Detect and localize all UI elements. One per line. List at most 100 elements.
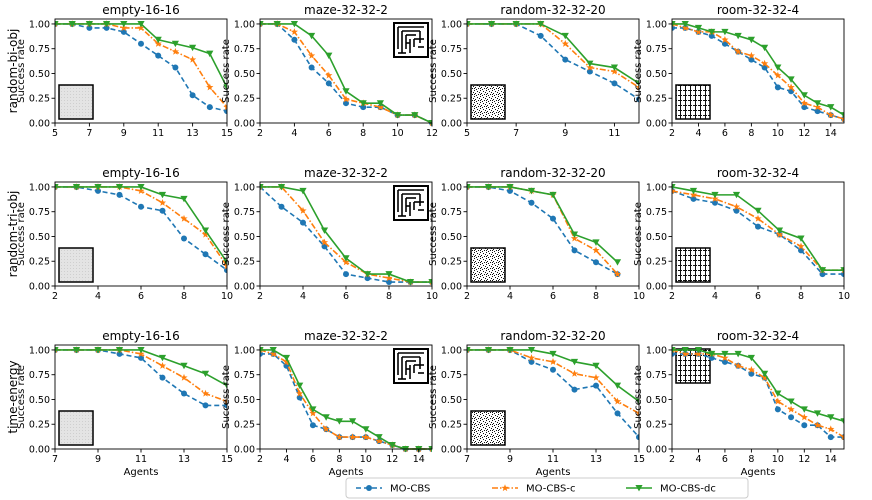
x-tick-label: 7 (513, 128, 519, 139)
x-tick-label: 6 (138, 291, 144, 302)
data-point (172, 64, 179, 71)
data-point (570, 234, 579, 242)
x-tick-label: 13 (187, 128, 199, 139)
data-point (55, 183, 59, 191)
data-point (549, 358, 557, 365)
data-point (787, 398, 795, 405)
data-point (827, 425, 835, 433)
x-tick-label: 6 (310, 454, 316, 465)
data-point (798, 247, 804, 254)
data-point (527, 187, 536, 195)
y-tick-label: 0.75 (29, 207, 50, 218)
data-point (570, 369, 579, 377)
x-tick-label: 6 (722, 454, 728, 465)
data-point (537, 20, 545, 28)
series-line-mo-cbs-c (672, 23, 844, 120)
data-point (694, 24, 703, 32)
subplot-title: maze-32-32-2 (304, 329, 388, 343)
y-tick-label: 1.00 (234, 182, 255, 193)
data-point (138, 203, 144, 210)
data-point (181, 235, 187, 242)
subplot: 2 4 6 8 100.000.250.500.751.00room-32-32-4Su… (633, 166, 850, 302)
data-point (300, 219, 306, 226)
data-point (291, 36, 298, 43)
legend-label: MO-CBS-c (526, 484, 576, 495)
x-tick-label: 10 (633, 291, 645, 302)
x-tick-label: 11 (547, 454, 559, 465)
data-point (635, 83, 639, 91)
x-axis-label: Agents (536, 467, 571, 478)
x-tick-label: 6 (343, 291, 349, 302)
data-point (171, 40, 179, 48)
y-tick-label: 0.00 (29, 281, 50, 292)
y-tick-label: 0.00 (29, 444, 50, 455)
x-tick-label: 4 (507, 291, 513, 302)
data-point (202, 251, 209, 258)
x-tick-label: 10 (426, 291, 438, 302)
data-point (774, 390, 782, 397)
y-tick-label: 1.00 (646, 345, 667, 356)
data-point (296, 382, 304, 390)
data-point (592, 239, 600, 246)
subplot-title: maze-32-32-2 (304, 166, 388, 180)
data-point (282, 354, 291, 362)
data-point (349, 433, 357, 441)
data-point (322, 425, 330, 433)
data-point (290, 20, 298, 28)
data-point (561, 32, 569, 40)
data-point (818, 267, 827, 274)
y-tick-label: 0.75 (646, 44, 667, 55)
x-tick-label: 4 (712, 291, 718, 302)
legend-marker (635, 485, 643, 492)
y-axis-label: Success rate (221, 39, 232, 103)
x-tick-label: 2 (669, 454, 675, 465)
data-point (484, 346, 493, 354)
data-point (120, 24, 128, 31)
data-point (614, 410, 621, 417)
y-tick-label: 1.00 (234, 345, 255, 356)
data-point (388, 442, 396, 449)
data-point (694, 350, 703, 357)
x-axis-label: Agents (124, 467, 159, 478)
data-point (94, 346, 102, 354)
x-tick-label: 2 (257, 291, 263, 302)
x-tick-label: 10 (772, 454, 784, 465)
data-point (734, 47, 742, 55)
data-point (747, 36, 755, 44)
data-point (363, 271, 372, 278)
x-tick-label: 10 (221, 291, 233, 302)
x-tick-label: 8 (593, 291, 599, 302)
y-tick-label: 0.50 (441, 232, 462, 243)
legend-marker (501, 484, 509, 492)
data-point (137, 24, 145, 31)
x-tick-label: 4 (300, 291, 306, 302)
data-point (307, 51, 316, 59)
data-point (800, 406, 808, 413)
data-point (362, 426, 370, 433)
data-point (206, 50, 214, 58)
x-tick-label: 5 (52, 128, 58, 139)
data-point (309, 409, 317, 417)
data-point (376, 103, 385, 111)
data-point (137, 350, 145, 357)
data-point (694, 28, 703, 35)
data-point (120, 20, 128, 28)
data-point (72, 183, 81, 191)
y-tick-label: 0.00 (646, 118, 667, 129)
x-tick-label: 9 (507, 454, 513, 465)
data-point (586, 63, 594, 71)
data-point (308, 32, 316, 40)
data-point (138, 40, 144, 47)
data-point (528, 358, 535, 365)
x-tick-label: 10 (392, 128, 404, 139)
x-tick-label: 2 (257, 128, 263, 139)
y-axis-label: Success rate (633, 365, 644, 429)
data-point (512, 20, 520, 28)
subplot-title: empty-16-16 (102, 329, 179, 343)
data-point (611, 80, 618, 87)
data-point (721, 36, 729, 43)
panels: 5 7 9 11 13 150.000.250.500.751.00empty-16-16… (16, 3, 850, 478)
y-tick-label: 0.75 (646, 207, 667, 218)
data-point (689, 191, 698, 198)
data-point (55, 20, 59, 28)
